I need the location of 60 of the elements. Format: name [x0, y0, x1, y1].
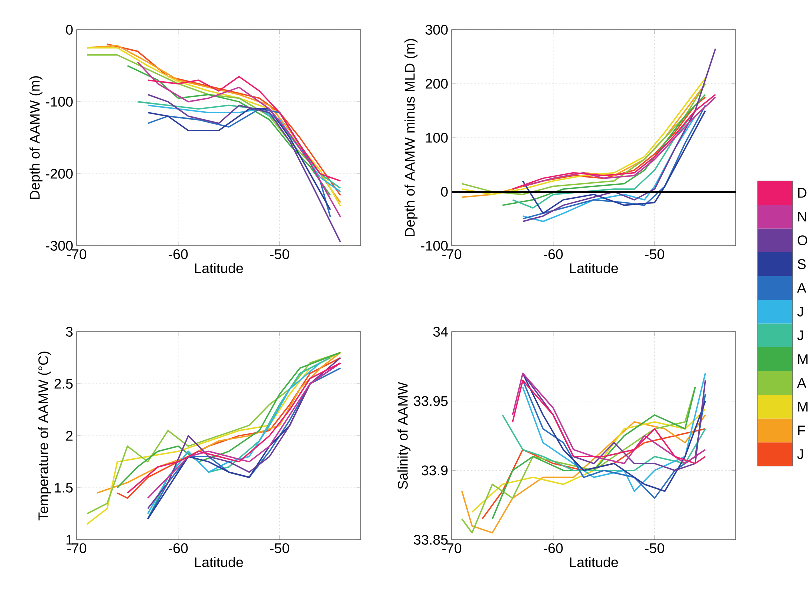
y-tick-label: 33.85: [414, 535, 448, 545]
y-tick-label: 0: [66, 25, 73, 35]
x-tick-label: -70: [68, 250, 87, 260]
legend-label: N: [798, 212, 806, 222]
legend-label: J: [797, 307, 804, 317]
y-tick-label: 2.5: [54, 379, 73, 389]
legend-label: D: [798, 188, 807, 198]
x-tick-label: -60: [544, 250, 563, 260]
line-series: [127, 65, 332, 196]
legend-label: M: [798, 354, 808, 364]
x-tick-label: -50: [270, 544, 290, 554]
line-series: [472, 408, 706, 513]
line-series: [522, 48, 716, 222]
y-tick-label: 2: [66, 431, 73, 441]
y-axis-title: Depth of AAMW (m): [30, 76, 43, 200]
y-tick-label: 200: [426, 79, 448, 89]
legend-label: J: [797, 450, 804, 460]
y-tick-label: 300: [426, 25, 448, 35]
y-tick-label: 34: [434, 327, 448, 337]
legend-label: A: [797, 378, 807, 388]
legend-label: S: [798, 259, 806, 270]
y-axis-title: Temperature of AAMW (°C): [38, 352, 52, 521]
y-tick-label: 33.95: [414, 396, 448, 406]
x-tick-label: -60: [168, 250, 188, 260]
x-tick-label: -70: [442, 250, 462, 260]
y-tick-label: -300: [46, 241, 73, 251]
x-axis-title: Latitude: [195, 557, 244, 568]
legend-label: F: [798, 426, 806, 436]
legend-label: O: [798, 236, 808, 246]
y-tick-label: 3: [66, 327, 73, 337]
x-tick-label: -70: [68, 544, 87, 554]
y-tick-label: 0: [441, 187, 448, 197]
x-tick-label: -50: [645, 544, 664, 554]
x-tick-label: -60: [168, 544, 188, 554]
line-series: [502, 94, 706, 206]
y-axis-title: Depth of AAMW minus MLD (m): [404, 39, 418, 236]
y-tick-label: -100: [421, 241, 448, 251]
y-axis-title: Salinity of AAMW: [398, 382, 411, 490]
legend-label: M: [798, 402, 808, 412]
x-tick-label: -70: [442, 544, 462, 554]
y-tick-label: 1: [66, 535, 73, 545]
line-series: [147, 94, 342, 244]
line-series: [147, 76, 342, 182]
y-tick-label: 100: [426, 133, 448, 143]
y-tick-label: -200: [46, 169, 73, 179]
x-tick-label: -50: [270, 250, 290, 260]
line-series: [461, 414, 706, 534]
x-axis-title: Latitude: [570, 557, 618, 568]
x-tick-label: -60: [544, 544, 563, 554]
line-series: [522, 116, 696, 222]
y-tick-label: 1.5: [55, 483, 73, 493]
y-tick-label: -100: [46, 97, 73, 107]
y-tick-label: 33.9: [422, 466, 448, 476]
x-axis-title: Latitude: [570, 263, 618, 274]
line-series: [137, 62, 342, 218]
x-axis-title: Latitude: [195, 263, 244, 274]
line-series: [492, 386, 696, 520]
x-tick-label: -50: [645, 250, 664, 260]
legend-label: J: [797, 330, 804, 341]
legend-label: A: [797, 283, 807, 293]
